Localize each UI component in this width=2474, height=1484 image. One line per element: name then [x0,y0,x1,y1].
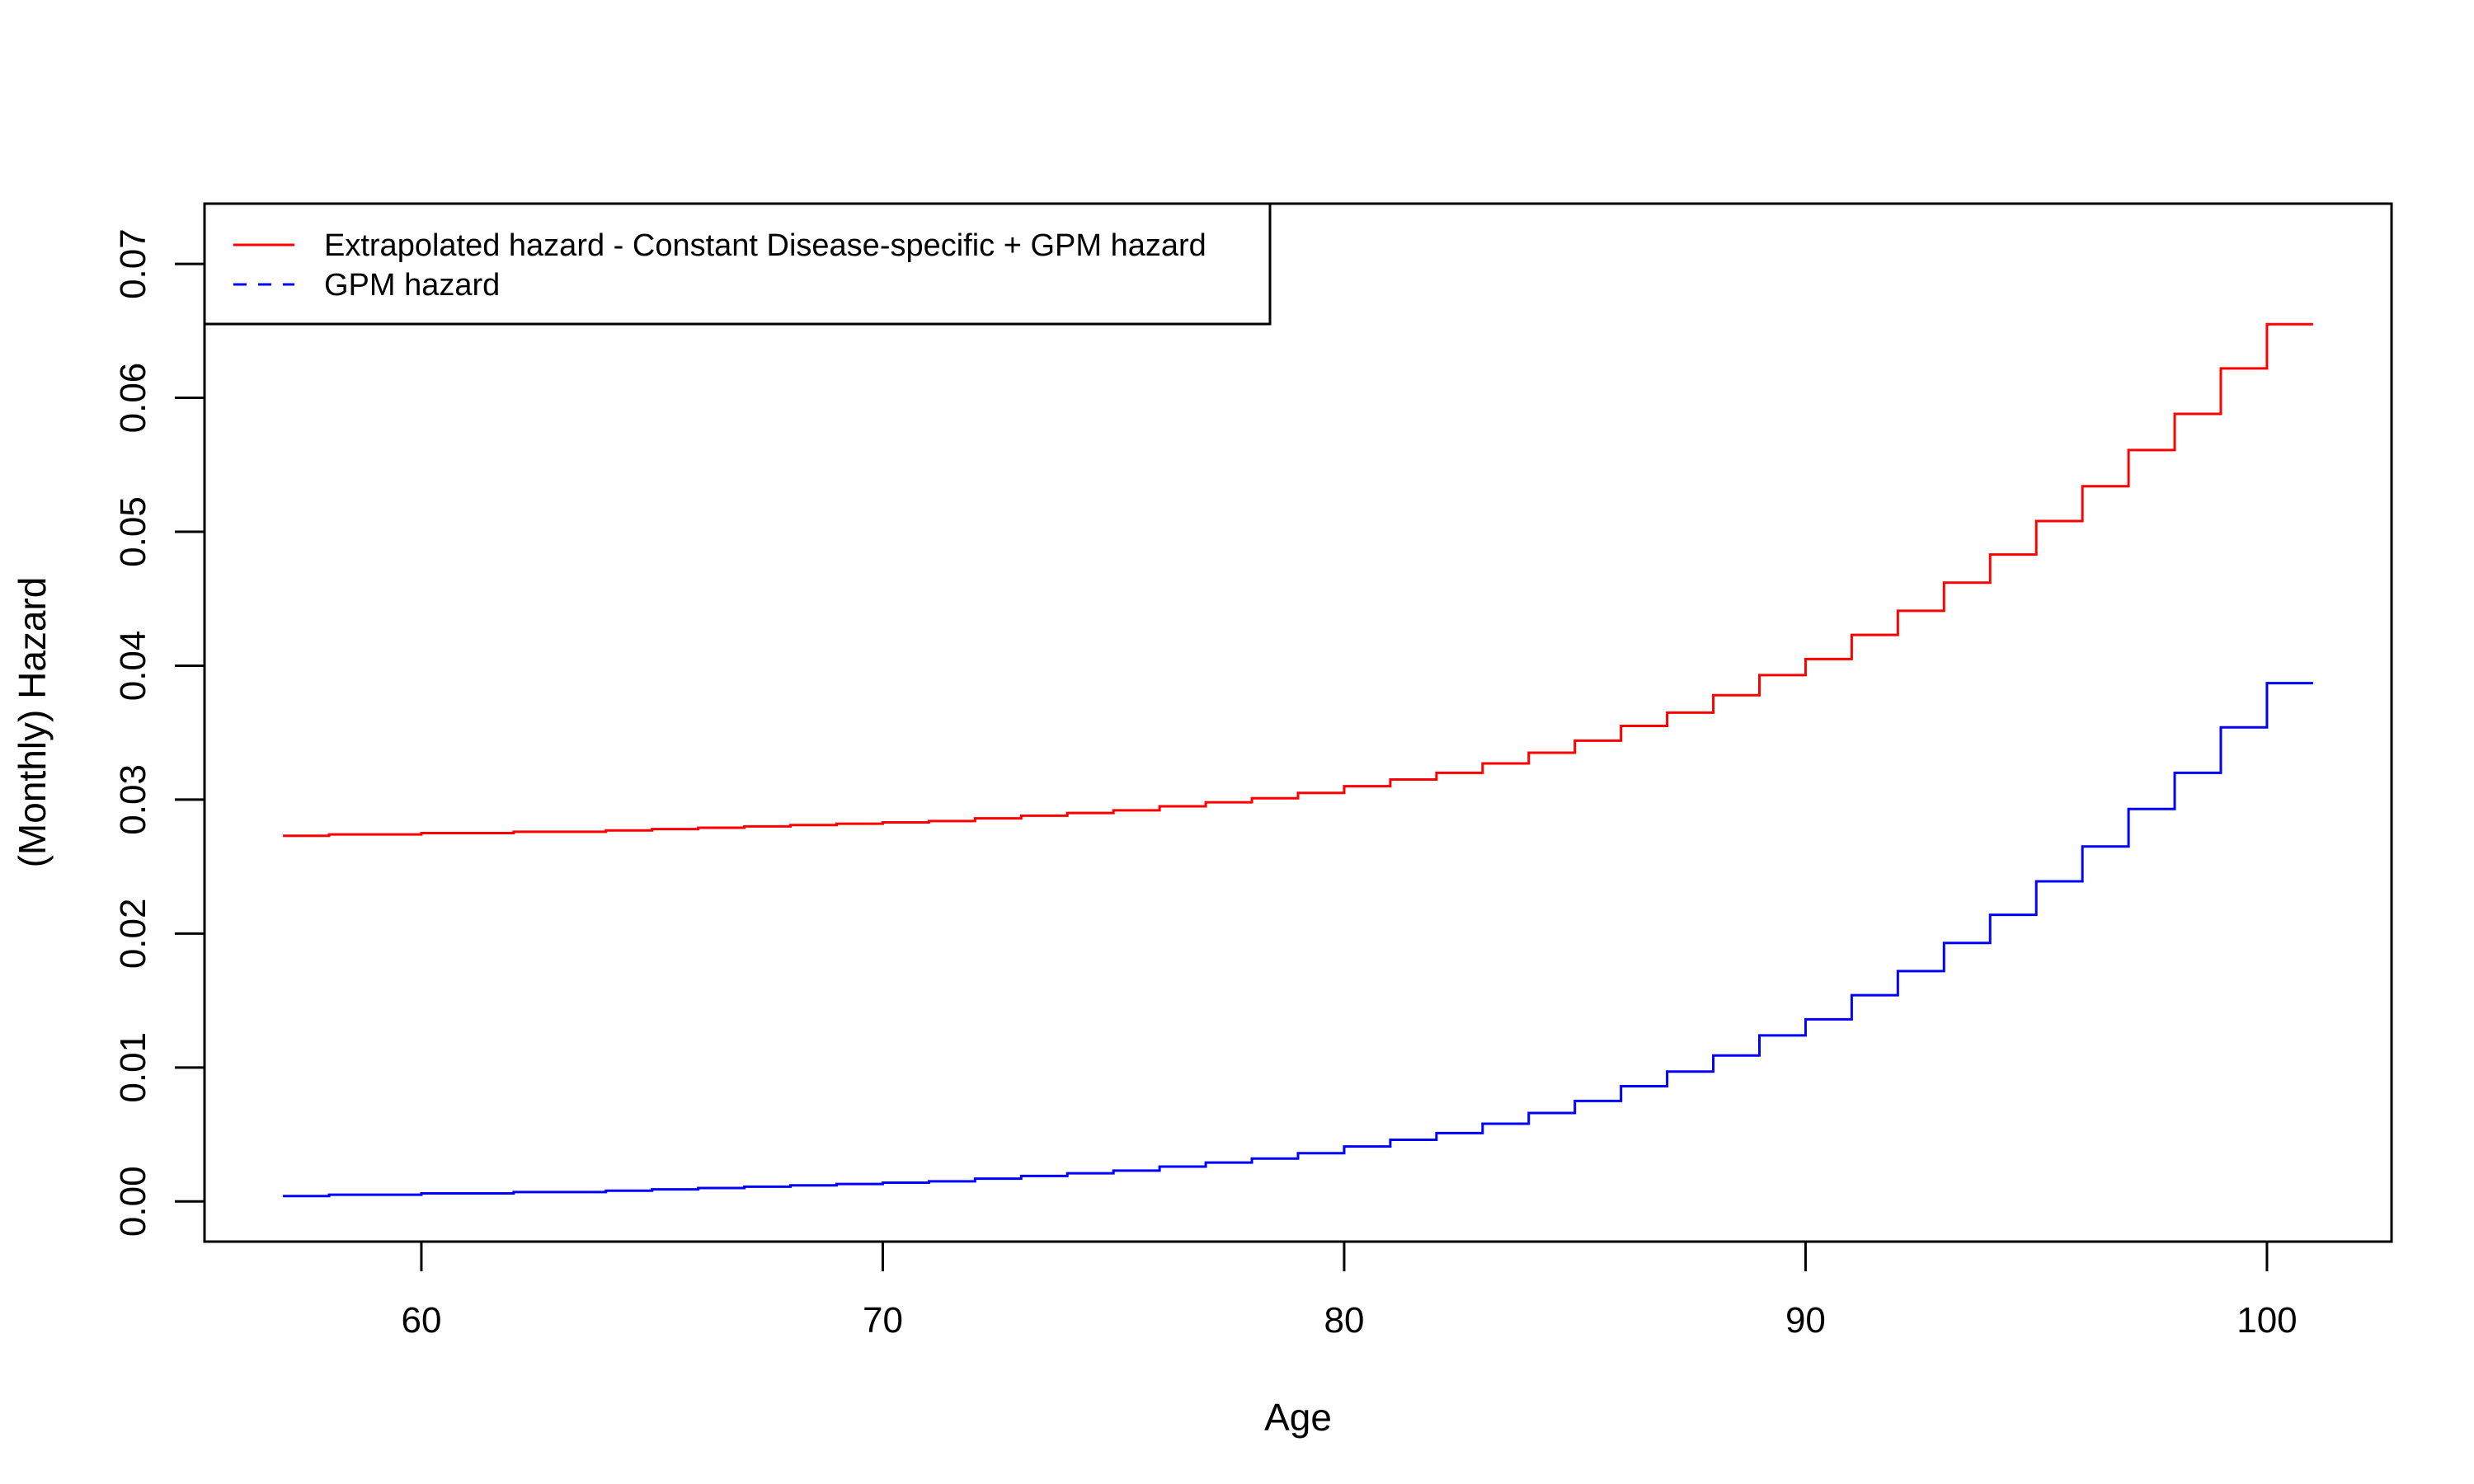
legend-label-extrapolated-hazard: Extrapolated hazard - Constant Disease-s… [324,228,1206,263]
y-tick-label: 0.03 [113,764,153,835]
x-tick-label: 90 [1785,1300,1826,1341]
y-tick-label: 0.00 [113,1166,153,1237]
x-tick-label: 100 [2236,1300,2297,1341]
y-axis-label: (Monthly) Hazard [11,577,54,868]
legend-box [203,202,1272,326]
x-axis: 60 70 80 90 100 [401,1240,2298,1341]
series-line-1 [283,682,2313,1198]
series-line-0 [283,322,2313,838]
legend-label-gpm-hazard: GPM hazard [324,268,500,303]
x-tick-label: 60 [401,1300,441,1341]
y-axis: 0.00 0.01 0.02 0.03 0.04 0.05 0.06 0.07 [113,228,206,1237]
y-tick-label: 0.07 [113,228,153,299]
x-tick-label: 70 [863,1300,903,1341]
x-tick-label: 80 [1324,1300,1364,1341]
legend: Extrapolated hazard - Constant Disease-s… [203,202,1272,326]
y-tick-label: 0.01 [113,1032,153,1103]
x-axis-label: Age [1264,1396,1332,1439]
y-tick-label: 0.05 [113,496,153,567]
y-tick-label: 0.02 [113,899,153,970]
y-tick-label: 0.06 [113,363,153,434]
series-layer [283,322,2313,1198]
y-tick-label: 0.04 [113,631,153,702]
plot-frame [203,202,2393,1243]
